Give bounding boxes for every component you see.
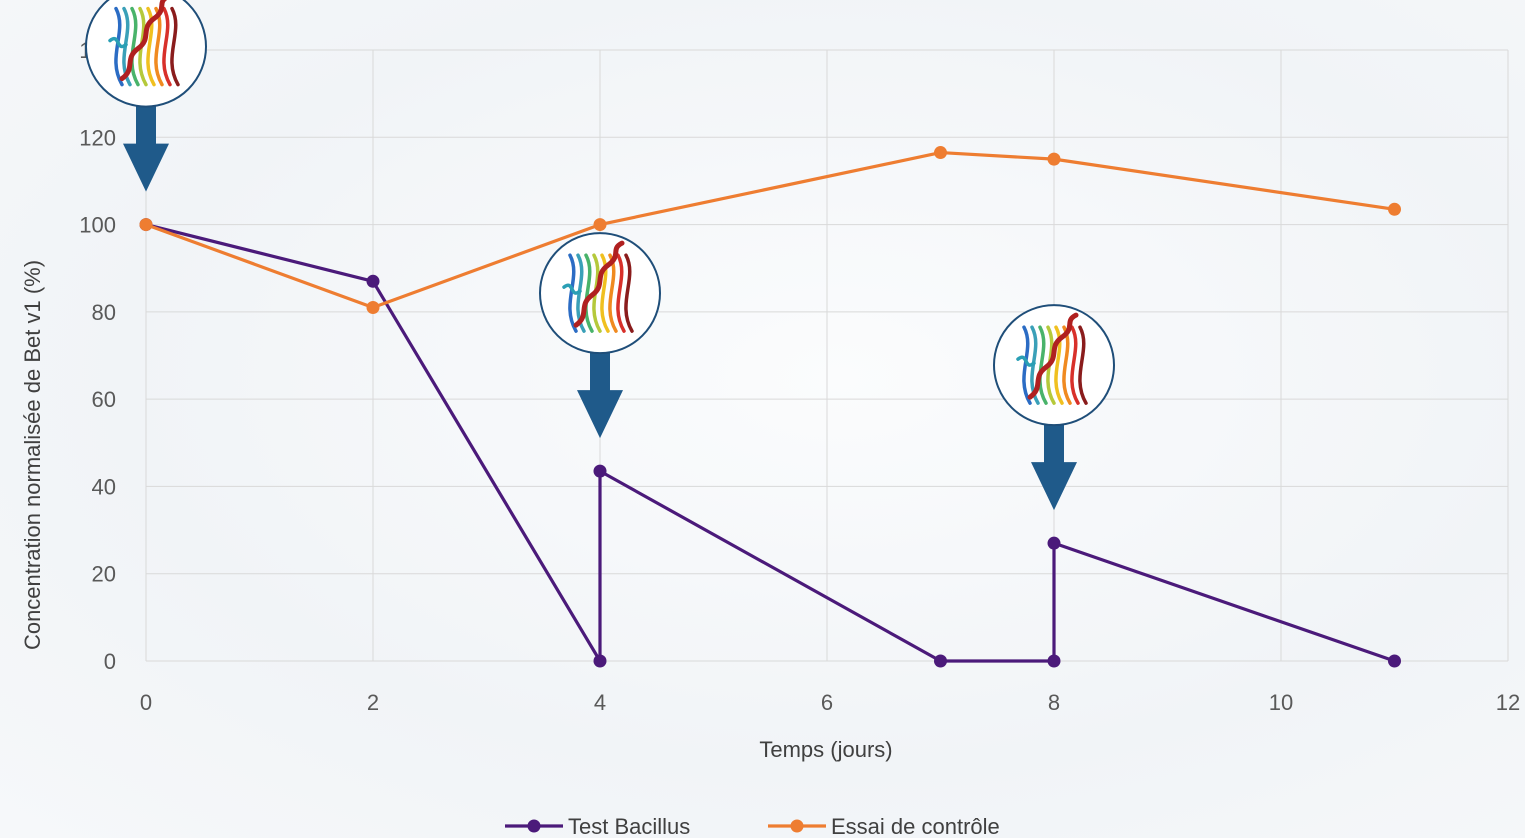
legend-item: Test Bacillus [505, 814, 690, 838]
protein-structure-icon [539, 232, 661, 355]
protein-addition-annotation [993, 304, 1115, 511]
protein-structure-icon [993, 304, 1115, 427]
annotation-layer [85, 0, 1115, 511]
series-line [145, 223, 1396, 663]
data-point [593, 654, 607, 668]
data-point [934, 146, 947, 160]
data-point [593, 218, 607, 232]
data-point [593, 464, 607, 478]
y-tick-label: 40 [92, 474, 116, 499]
legend-marker [527, 819, 541, 833]
y-tick-label: 80 [92, 300, 116, 325]
legend-marker [790, 819, 804, 833]
series-layer [139, 146, 1401, 668]
legend-label: Test Bacillus [568, 814, 690, 838]
x-tick-label: 4 [594, 690, 606, 715]
down-arrow-icon [577, 346, 623, 439]
data-point [366, 274, 380, 288]
x-tick-label: 10 [1269, 690, 1293, 715]
y-axis-ticks: 020406080100120140 [79, 38, 116, 674]
series-1 [139, 146, 1401, 314]
down-arrow-icon [1031, 418, 1077, 511]
y-tick-label: 0 [104, 649, 116, 674]
y-tick-label: 100 [79, 213, 116, 238]
data-point [934, 654, 947, 668]
data-point [366, 300, 380, 314]
legend-label: Essai de contrôle [831, 814, 1000, 838]
data-point [1388, 654, 1401, 668]
protein-addition-annotation [85, 0, 207, 192]
data-point [1047, 654, 1061, 668]
protein-structure-icon [85, 0, 207, 108]
y-axis-title: Concentration normalisée de Bet v1 (%) [20, 260, 45, 650]
protein-addition-annotation [539, 232, 661, 439]
y-tick-label: 120 [79, 125, 116, 150]
x-tick-label: 8 [1048, 690, 1060, 715]
x-axis-title: Temps (jours) [759, 737, 892, 762]
data-point [139, 218, 153, 232]
data-point [1047, 536, 1061, 550]
x-tick-label: 12 [1496, 690, 1520, 715]
data-point [1047, 152, 1061, 166]
gridlines [145, 49, 1509, 662]
legend: Test Bacillus Essai de contrôle [505, 814, 1000, 838]
x-tick-label: 6 [821, 690, 833, 715]
legend-item: Essai de contrôle [768, 814, 1000, 838]
data-point [1388, 202, 1401, 216]
down-arrow-icon [123, 99, 169, 192]
x-tick-label: 2 [367, 690, 379, 715]
x-tick-label: 0 [140, 690, 152, 715]
y-tick-label: 20 [92, 562, 116, 587]
series-0 [139, 218, 1401, 668]
series-line [145, 150, 1395, 310]
y-tick-label: 60 [92, 387, 116, 412]
x-axis-ticks: 0 2 4 6 8 10 12 [140, 690, 1520, 715]
